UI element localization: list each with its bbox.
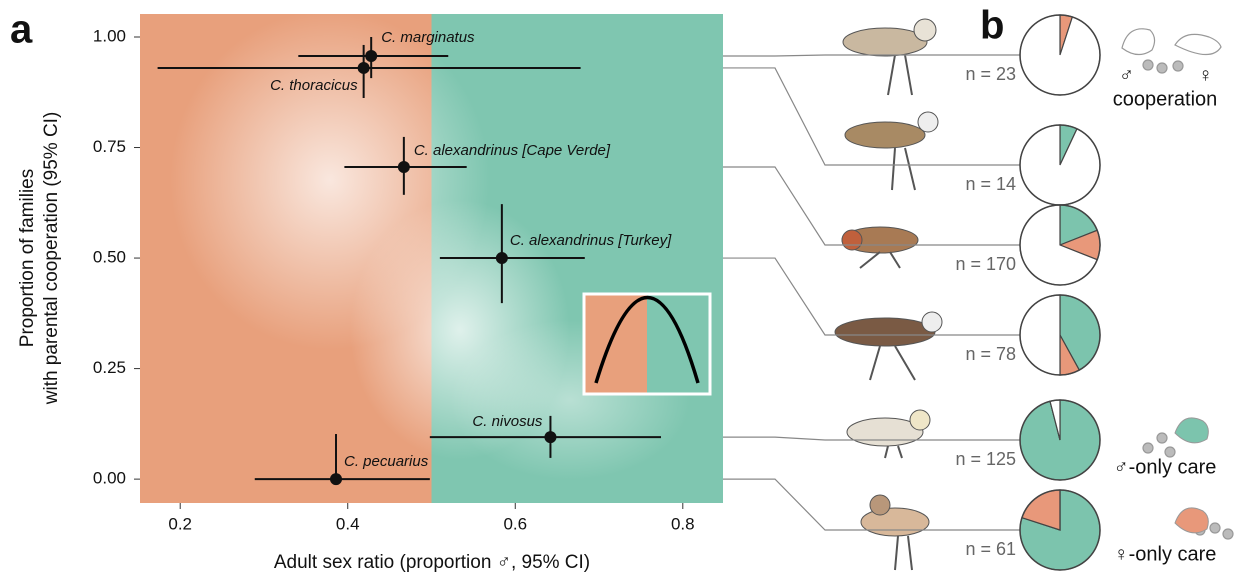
x-tick-label: 0.8: [671, 514, 695, 533]
connector: [723, 55, 1020, 56]
x-axis-label: Adult sex ratio (proportion ♂, 95% CI): [274, 552, 590, 573]
point-label: C. alexandrinus [Turkey]: [510, 232, 672, 249]
icon-label: ♂: [1119, 64, 1134, 86]
point: [398, 161, 410, 173]
y-axis-label: with parental cooperation (95% CI): [41, 112, 62, 406]
point: [358, 62, 370, 74]
legend-label: cooperation: [1113, 88, 1218, 110]
legend-label: ♂-only care: [1114, 456, 1217, 478]
sample-size: n = 78: [965, 344, 1016, 364]
point-label: C. thoracicus: [270, 77, 358, 94]
point: [544, 431, 556, 443]
point: [496, 252, 508, 264]
pie-slice: [1020, 295, 1060, 375]
y-tick-label: 0.00: [93, 469, 126, 488]
sample-size: n = 61: [965, 539, 1016, 559]
x-tick-label: 0.6: [503, 514, 527, 533]
inset: [584, 294, 710, 394]
y-tick-label: 0.75: [93, 137, 126, 156]
birds: [835, 19, 942, 570]
y-tick-label: 1.00: [93, 26, 126, 45]
legend-label: ♀-only care: [1114, 543, 1217, 565]
sample-size: n = 14: [965, 174, 1016, 194]
sample-size: n = 125: [955, 449, 1016, 469]
point-label: C. alexandrinus [Cape Verde]: [414, 142, 611, 159]
sample-size: n = 170: [955, 254, 1016, 274]
point: [365, 50, 377, 62]
sample-size: n = 23: [965, 64, 1016, 84]
point-label: C. nivosus: [472, 413, 543, 430]
point-label: C. marginatus: [381, 29, 475, 46]
panel-label: b: [980, 4, 1004, 48]
point: [330, 473, 342, 485]
icon-label: ♀: [1198, 64, 1213, 86]
point-label: C. pecuarius: [344, 453, 429, 470]
legend-icon: [1175, 508, 1208, 533]
figure: a b Adult sex ratio (proportion ♂, 95% C…: [0, 0, 1239, 583]
panel-label: a: [10, 8, 33, 52]
legend-icon: [1175, 418, 1208, 443]
x-tick-label: 0.2: [168, 514, 192, 533]
y-tick-label: 0.25: [93, 358, 126, 377]
y-tick-label: 0.50: [93, 248, 126, 267]
y-axis-label: Proportion of families: [17, 169, 38, 347]
x-tick-label: 0.4: [336, 514, 360, 533]
